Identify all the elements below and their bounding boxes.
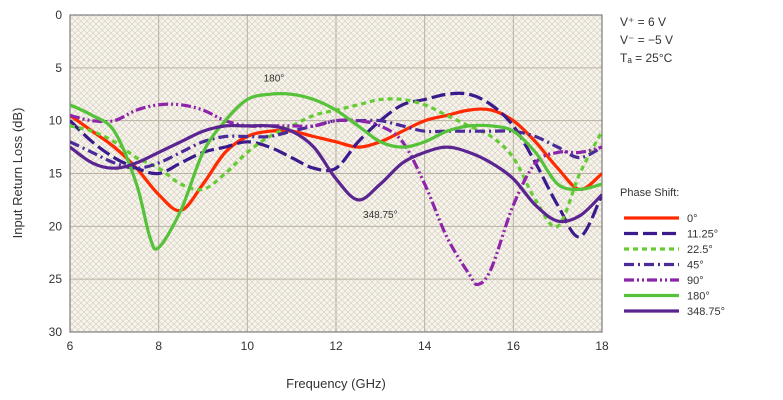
conditions: V⁺ = 6 V V⁻ = −5 V Tₐ = 25°C (620, 15, 673, 65)
y-tick-label: 25 (49, 272, 63, 286)
series-line-5 (70, 92, 602, 251)
y-axis-title: Input Return Loss (dB) (10, 108, 25, 239)
y-tick-label: 30 (49, 325, 63, 339)
series-line-0 (70, 107, 602, 213)
x-tick-label: 14 (418, 339, 432, 353)
legend-label-2: 22.5° (687, 244, 713, 256)
legend-label-1: 11.25° (687, 229, 718, 241)
x-axis-title: Frequency (GHz) (286, 376, 386, 391)
series-line-1 (70, 91, 602, 239)
x-axis: 6 8 10 12 14 16 18 (67, 339, 609, 353)
x-tick-label: 12 (329, 339, 343, 353)
condition-vminus: V⁻ = −5 V (620, 33, 673, 47)
y-tick-label: 0 (55, 8, 62, 22)
annotation-1: 348.75° (363, 210, 398, 221)
legend-label-6: 348.75° (687, 306, 725, 318)
annotations: 180° 348.75° (264, 74, 398, 221)
y-tick-label: 10 (49, 114, 63, 128)
x-tick-label: 6 (67, 339, 74, 353)
y-tick-label: 15 (49, 167, 63, 181)
series-line-3 (70, 118, 602, 170)
condition-temp: Tₐ = 25°C (620, 51, 673, 65)
y-tick-label: 5 (55, 61, 62, 75)
x-tick-label: 8 (155, 339, 162, 353)
series-line-4 (70, 102, 602, 287)
series-layer (70, 91, 602, 287)
legend-label-0: 0° (687, 213, 698, 225)
legend: Phase Shift: 0° 11.25° 22.5° 45° 90° 180° 348.… (620, 187, 725, 318)
legend-label-4: 90° (687, 275, 704, 287)
series-line-6 (70, 123, 602, 224)
x-tick-label: 16 (507, 339, 521, 353)
x-tick-label: 18 (595, 339, 609, 353)
y-tick-label: 20 (49, 219, 63, 233)
y-axis: 0 5 10 15 20 25 30 (49, 8, 63, 339)
legend-title: Phase Shift: (620, 187, 679, 199)
legend-label-5: 180° (687, 291, 710, 303)
annotation-0: 180° (264, 74, 285, 85)
x-tick-label: 10 (241, 339, 255, 353)
condition-vplus: V⁺ = 6 V (620, 15, 666, 29)
legend-label-3: 45° (687, 260, 704, 272)
